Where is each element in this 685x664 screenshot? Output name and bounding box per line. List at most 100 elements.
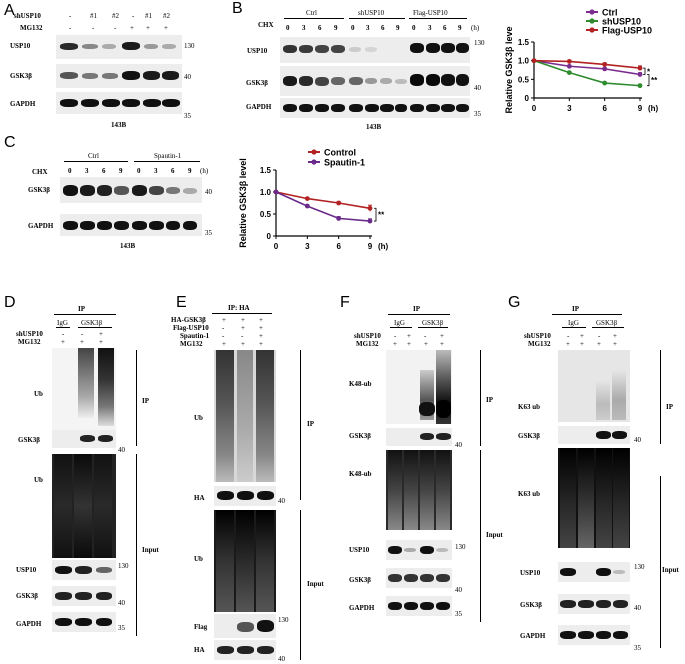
ip-group-g-igg: IgG xyxy=(568,319,579,327)
group-b-shusp10: shUSP10 xyxy=(358,9,385,17)
mark-e-1-1: + xyxy=(241,324,245,332)
time-c-0a: 0 xyxy=(68,167,72,175)
blot-a-gsk3b xyxy=(56,64,182,88)
row-label-f-mg132: MG132 xyxy=(356,340,379,348)
blot-label-g-k63: K63 ub xyxy=(518,403,540,411)
ip-label-e: IP: HA xyxy=(228,304,250,312)
section-d-input: Input xyxy=(142,546,159,554)
time-b-9a: 9 xyxy=(334,24,338,32)
mark-d-mg-1: + xyxy=(61,338,65,346)
chart-c-sig-bracket xyxy=(374,207,377,222)
ip-label-g: IP xyxy=(572,305,579,313)
time-b-6a: 6 xyxy=(318,24,322,32)
blot-label-b-usp10: USP10 xyxy=(247,47,268,55)
mw-b-35: 35 xyxy=(474,110,481,118)
ip-group-line-g-1 xyxy=(562,327,586,328)
panel-letter-b: B xyxy=(232,0,243,17)
mark-a-sh-6: #2 xyxy=(163,12,170,20)
ip-group-f-gsk3b: GSK3β xyxy=(422,319,444,327)
time-c-3a: 3 xyxy=(85,167,89,175)
chart-b-point xyxy=(602,62,608,67)
chart-c-y-tick-label: 1.5 xyxy=(260,166,272,175)
chart-b-sig-label: ** xyxy=(651,76,658,85)
mark-a-mg-4: + xyxy=(130,24,134,32)
mark-a-mg-6: + xyxy=(164,24,168,32)
ip-line-d xyxy=(54,314,116,315)
panel-letter-c: C xyxy=(4,134,16,151)
mark-f-sh-2: + xyxy=(407,332,411,340)
chart-c-x-tick-label: 0 xyxy=(274,242,279,251)
blot-a-usp10 xyxy=(56,35,182,59)
blot-label-g-gsk3b-input: GSK3β xyxy=(520,601,542,609)
chart-c-point xyxy=(304,203,310,209)
blot-g-gapdh xyxy=(558,625,630,645)
mw-b-40: 40 xyxy=(474,84,481,92)
chart-b-legend-marker xyxy=(589,9,595,15)
chart-c-x-tick-label: 3 xyxy=(305,242,310,251)
group-line-b-1 xyxy=(284,18,344,19)
blot-b-usp10 xyxy=(280,37,470,63)
ip-group-d-gsk3b: GSK3β xyxy=(81,319,103,327)
blot-b-gsk3b xyxy=(280,66,470,96)
chart-c-y-tick-label: 0 xyxy=(267,232,272,241)
section-f-input: Input xyxy=(486,531,503,539)
chart-c-y-tick-label: 1.0 xyxy=(260,188,272,197)
blot-e-flag xyxy=(214,614,276,638)
blot-label-d-gapdh: GAPDH xyxy=(16,620,42,628)
ip-group-line-d-2 xyxy=(78,327,112,328)
mark-f-sh-4: + xyxy=(440,332,444,340)
row-label-shusp10: shUSP10 xyxy=(14,12,41,20)
blot-label-e-ub: Ub xyxy=(194,414,203,422)
ip-group-line-g-2 xyxy=(592,327,624,328)
chart-b-legend-label: Ctrl xyxy=(602,8,618,18)
time-c-6b: 6 xyxy=(171,167,175,175)
blot-d-usp10 xyxy=(52,560,116,580)
blot-f-gapdh xyxy=(386,596,452,616)
chx-label-c: CHX xyxy=(32,168,48,176)
blot-e-ub-input xyxy=(214,510,276,612)
chart-c-y-tick-label: 0.5 xyxy=(260,210,272,219)
mark-f-mg-2: + xyxy=(407,340,411,348)
cell-line-a: 143B xyxy=(111,121,127,129)
chart-b-point xyxy=(602,80,608,86)
blot-label-f-gapdh: GAPDH xyxy=(349,604,375,612)
blot-label-usp10: USP10 xyxy=(10,42,31,50)
mw-a-40: 40 xyxy=(184,73,191,81)
time-c-9b: 9 xyxy=(188,167,192,175)
group-line-b-2 xyxy=(349,18,405,19)
mark-a-sh-2: #1 xyxy=(90,12,97,20)
mark-e-2-0: - xyxy=(222,332,225,340)
chart-b-legend-marker xyxy=(589,18,595,24)
chart-c-point xyxy=(336,216,342,221)
blot-label-g-k63-input: K63 ub xyxy=(518,490,540,498)
chart-c-legend-marker xyxy=(311,149,317,155)
section-g-input: Input xyxy=(662,566,679,574)
chart-b-point xyxy=(566,63,572,69)
chart-c-legend-marker xyxy=(311,159,317,165)
mark-e-3-2: + xyxy=(259,340,263,348)
blot-c-gapdh xyxy=(60,214,202,236)
blot-e-ub-ip xyxy=(214,350,276,482)
chart-b-point xyxy=(637,83,643,89)
time-c-9a: 9 xyxy=(119,167,123,175)
mw-g-40a: 40 xyxy=(634,436,641,444)
chart-c-point xyxy=(304,196,310,201)
mark-g-mg-3: + xyxy=(597,340,601,348)
section-d-ip: IP xyxy=(142,397,149,405)
mark-a-sh-1: - xyxy=(69,12,72,20)
chart-c-legend-label: Control xyxy=(324,148,356,158)
mw-d-40a: 40 xyxy=(118,446,125,454)
ip-group-f-igg: IgG xyxy=(394,319,405,327)
chart-b-sig-bracket xyxy=(643,67,646,75)
mark-g-mg-1: + xyxy=(566,340,570,348)
ip-group-line-f-2 xyxy=(418,327,448,328)
time-b-9c: 9 xyxy=(458,24,462,32)
ip-label-d: IP xyxy=(78,305,85,313)
cell-line-c: 143B xyxy=(120,242,136,250)
blot-a-gapdh xyxy=(56,92,182,114)
mw-g-40b: 40 xyxy=(634,604,641,612)
blot-d-ub-input xyxy=(52,454,116,558)
ip-line-g xyxy=(552,314,622,315)
mark-f-sh-1: - xyxy=(394,332,397,340)
row-label-g-mg132: MG132 xyxy=(528,340,551,348)
